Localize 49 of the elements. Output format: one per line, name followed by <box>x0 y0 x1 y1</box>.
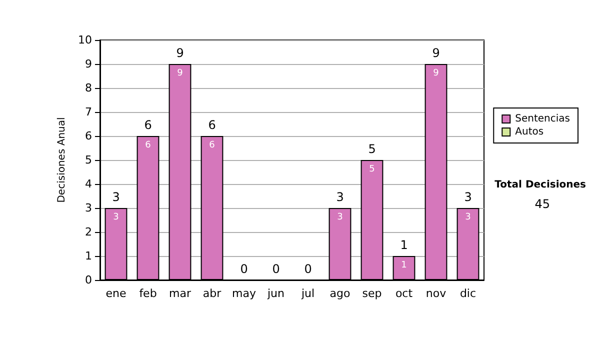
x-tick-label: feb <box>139 287 157 300</box>
legend-label: Autos <box>515 126 544 138</box>
total-label: 9 <box>176 46 184 60</box>
x-tick-label: mar <box>169 287 192 300</box>
x-tick-label: jun <box>266 287 285 300</box>
text: Total Decisiones <box>494 180 586 190</box>
y-axis-title: Decisiones Anual <box>56 117 68 203</box>
y-tick-label: 8 <box>85 82 92 94</box>
x-tick-label: jul <box>300 287 315 300</box>
data-label: 6 <box>209 140 216 150</box>
total-label: 3 <box>112 190 120 204</box>
total-label: 1 <box>400 238 408 252</box>
x-tick-label: sep <box>362 287 382 300</box>
x-tick-label: may <box>232 287 256 300</box>
text: 45 <box>534 197 550 211</box>
x-tick-label: ago <box>330 287 350 300</box>
x-tick-label: nov <box>426 287 447 300</box>
total-label: 0 <box>240 262 248 276</box>
data-label: 3 <box>465 212 471 222</box>
y-tick-label: 3 <box>85 202 92 214</box>
y-tick-label: 2 <box>85 226 92 238</box>
total-label: 9 <box>432 46 440 60</box>
total-label: 6 <box>144 118 152 132</box>
y-tick-label: 0 <box>85 274 92 286</box>
total-label: 3 <box>336 190 344 204</box>
y-tick-label: 1 <box>85 250 92 262</box>
x-tick-label: ene <box>106 287 126 300</box>
data-label: 6 <box>145 140 152 150</box>
x-tick-label: abr <box>202 287 222 300</box>
y-tick-label: 6 <box>85 130 92 142</box>
total-label: 0 <box>304 262 312 276</box>
y-tick-label: 4 <box>85 178 92 190</box>
total-label: 5 <box>368 142 376 156</box>
data-label: 3 <box>337 212 343 222</box>
y-tick-label: 10 <box>78 34 92 46</box>
data-label: 9 <box>433 68 440 78</box>
legend-label: Sentencias <box>515 114 570 124</box>
data-label: 9 <box>177 68 184 78</box>
y-tick-label: 5 <box>85 154 92 166</box>
total-label: 0 <box>272 262 280 276</box>
y-tick-label: 9 <box>85 58 92 70</box>
x-tick-label: oct <box>395 287 414 300</box>
x-tick-label: dic <box>460 287 476 300</box>
data-label: 1 <box>401 260 407 270</box>
data-label: 5 <box>369 164 375 174</box>
total-label: 6 <box>208 118 216 132</box>
total-label: 3 <box>464 190 472 204</box>
data-label: 3 <box>113 212 119 222</box>
y-tick-label: 7 <box>85 106 92 118</box>
